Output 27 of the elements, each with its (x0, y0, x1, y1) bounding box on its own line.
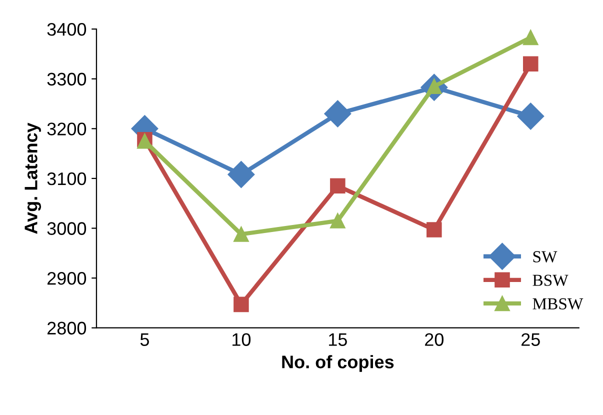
point (234, 296, 249, 312)
x-tick-label: 5 (140, 333, 149, 346)
point (228, 161, 255, 188)
x-tick-label: 25 (522, 333, 540, 346)
y-axis-title: Avg. Latency (24, 122, 42, 234)
point (324, 100, 352, 128)
x-tick-label: 10 (232, 333, 251, 346)
point (426, 222, 442, 238)
y-tick-label: 3100 (47, 172, 86, 186)
point (330, 178, 346, 194)
point (234, 226, 249, 242)
y-tick-label: 3200 (47, 122, 86, 136)
y-tick-label: 2800 (48, 322, 86, 335)
x-tick-label: 20 (425, 333, 444, 346)
y-tick-label: 3400 (47, 22, 86, 36)
point (517, 102, 544, 130)
x-tick-label: 15 (329, 333, 347, 346)
y-tick-label: 2900 (48, 272, 86, 285)
legend-label: BSW (532, 274, 568, 286)
point (330, 213, 346, 228)
y-tick-label: 3000 (47, 222, 86, 235)
legend-label: MBSW (532, 298, 584, 310)
point (523, 30, 538, 46)
legend-label: SW (533, 251, 558, 262)
x-axis-title: No. of copies (282, 355, 394, 372)
y-tick-label: 3300 (47, 72, 86, 86)
point (523, 56, 538, 72)
